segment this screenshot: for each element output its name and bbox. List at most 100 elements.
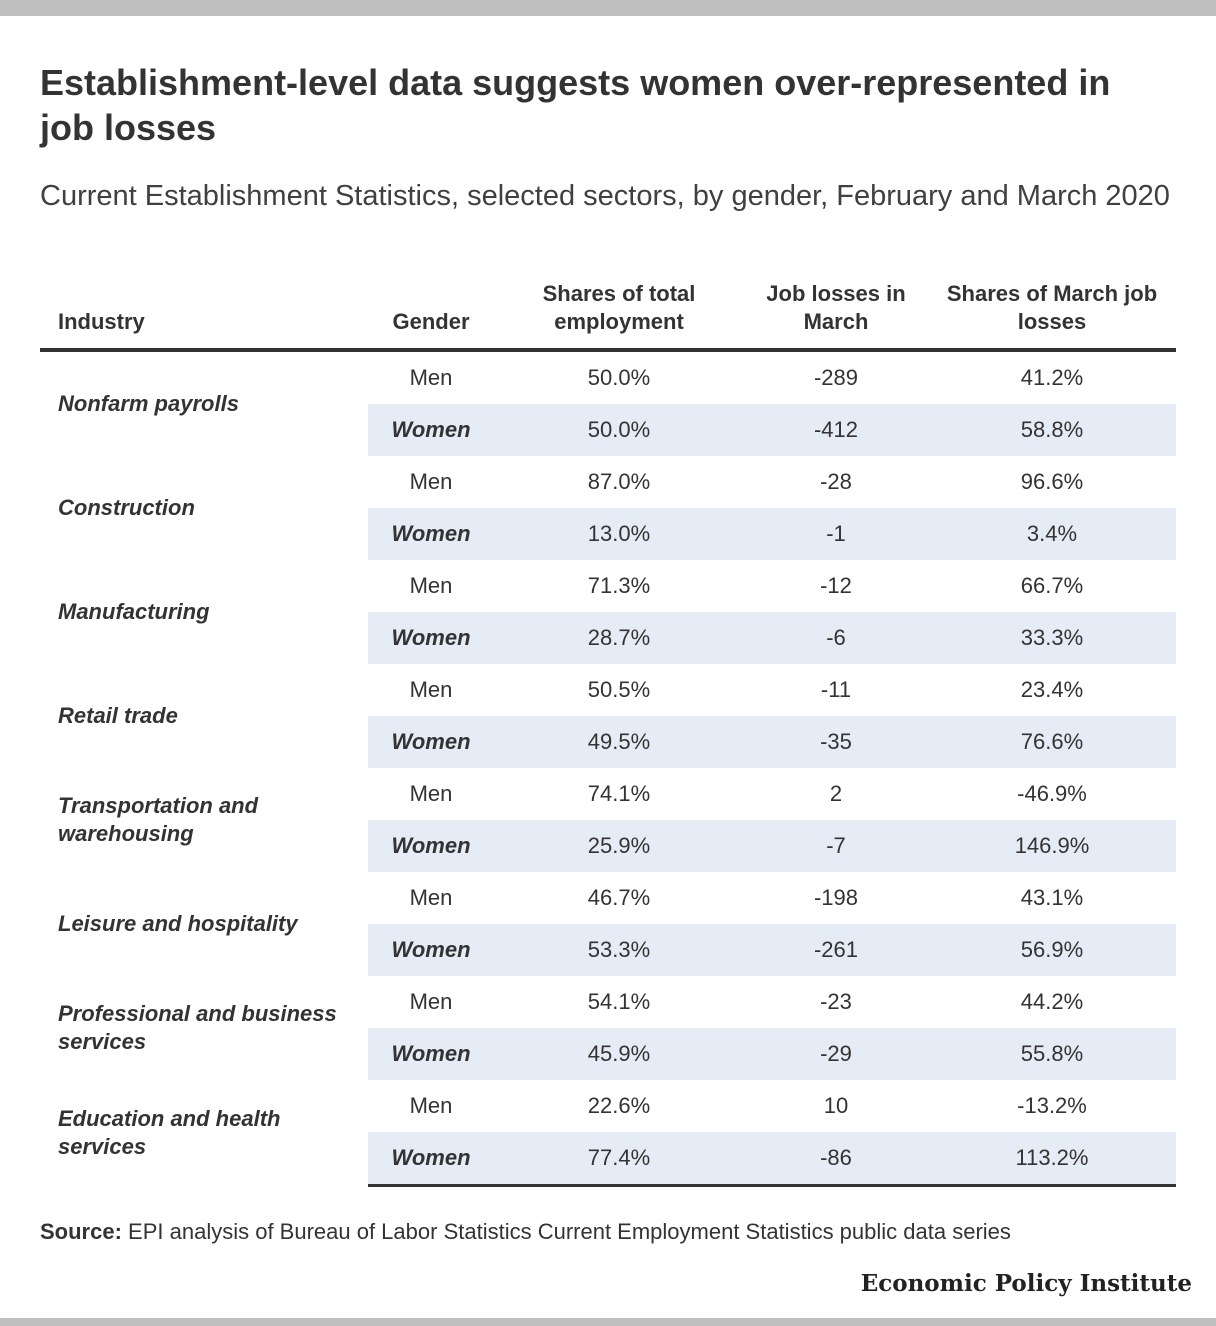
table-row: Manufacturing Men 71.3% -12 66.7%	[40, 560, 1176, 624]
share-employment-cell: 54.1%	[587, 989, 651, 1014]
table-row: Women 13.0% -1 3.4%	[40, 508, 1176, 560]
gender-cell: Men	[409, 885, 453, 910]
job-losses-cell: -23	[820, 989, 852, 1014]
table-row: Professional and business services Men 54.…	[40, 976, 1176, 1054]
job-losses-cell: -12	[820, 573, 852, 598]
share-losses-cell: -13.2%	[1017, 1093, 1087, 1118]
job-losses-cell: -7	[744, 820, 928, 872]
share-employment-cell: 45.9%	[494, 1028, 744, 1080]
share-losses-cell: 56.9%	[928, 924, 1176, 976]
industry-label: Leisure and hospitality	[58, 911, 298, 936]
source-label: Source:	[40, 1219, 122, 1244]
share-losses-cell: 33.3%	[928, 612, 1176, 664]
table-row: Nonfarm payrolls Men 50.0% -289 41.2%	[40, 350, 1176, 416]
industry-label: Construction	[58, 495, 195, 520]
share-employment-cell: 50.0%	[494, 404, 744, 456]
table-body: Nonfarm payrolls Men 50.0% -289 41.2% Women 50…	[40, 350, 1176, 1187]
chart-title: Establishment-level data suggests women …	[40, 62, 1111, 148]
share-losses-cell: 66.7%	[1020, 573, 1084, 598]
header-row: Industry Gender Shares of total employme…	[40, 280, 1176, 352]
gender-cell: Men	[409, 365, 453, 390]
source-note: Source: EPI analysis of Bureau of Labor …	[40, 1219, 1011, 1245]
column-header-share-losses: Shares of March job losses	[928, 280, 1176, 352]
share-losses-cell: 146.9%	[928, 820, 1176, 872]
job-losses-cell: -86	[744, 1132, 928, 1187]
share-employment-cell: 28.7%	[494, 612, 744, 664]
epi-logo: Economic Policy Institute	[860, 1270, 1192, 1297]
job-losses-cell: -289	[813, 365, 859, 390]
job-losses-cell: -35	[744, 716, 928, 768]
table-row: Construction Men 87.0% -28 96.6%	[40, 456, 1176, 520]
table-row: Women 28.7% -6 33.3%	[40, 612, 1176, 664]
job-losses-cell: -1	[744, 508, 928, 560]
share-losses-cell: 41.2%	[1020, 365, 1084, 390]
share-losses-cell: 58.8%	[928, 404, 1176, 456]
share-losses-cell: 76.6%	[928, 716, 1176, 768]
share-employment-cell: 49.5%	[494, 716, 744, 768]
table-row: Women 53.3% -261 56.9%	[40, 924, 1176, 976]
table-row: Women 50.0% -412 58.8%	[40, 404, 1176, 456]
share-losses-cell: 96.6%	[1020, 469, 1084, 494]
data-table: Industry Gender Shares of total employme…	[40, 280, 1176, 1187]
share-losses-cell: 3.4%	[928, 508, 1176, 560]
source-text: EPI analysis of Bureau of Labor Statisti…	[128, 1219, 1011, 1244]
share-employment-cell: 50.5%	[587, 677, 651, 702]
top-frame-bar	[0, 0, 1216, 16]
gender-cell: Men	[409, 573, 453, 598]
share-losses-cell: -46.9%	[1017, 781, 1087, 806]
job-losses-cell: -412	[744, 404, 928, 456]
table-row: Women 25.9% -7 146.9%	[40, 820, 1176, 872]
share-losses-cell: 55.8%	[928, 1028, 1176, 1080]
job-losses-cell: -6	[744, 612, 928, 664]
industry-label: Manufacturing	[58, 599, 210, 624]
gender-cell: Women	[368, 820, 494, 872]
job-losses-cell: 10	[823, 1093, 849, 1118]
gender-cell: Men	[409, 989, 453, 1014]
bottom-frame-bar	[0, 1318, 1216, 1326]
share-employment-cell: 13.0%	[494, 508, 744, 560]
gender-cell: Women	[368, 1132, 494, 1187]
share-employment-cell: 77.4%	[494, 1132, 744, 1187]
gender-cell: Men	[409, 1093, 453, 1118]
column-header-gender: Gender	[368, 280, 494, 352]
gender-cell: Women	[368, 508, 494, 560]
job-losses-cell: -261	[744, 924, 928, 976]
share-employment-cell: 71.3%	[587, 573, 651, 598]
share-employment-cell: 22.6%	[587, 1093, 651, 1118]
gender-cell: Women	[368, 716, 494, 768]
table-row: Leisure and hospitality Men 46.7% -198 43.1%	[40, 872, 1176, 936]
share-employment-cell: 50.0%	[587, 365, 651, 390]
gender-cell: Men	[409, 469, 453, 494]
table-row: Transportation and warehousing Men 74.1% 2 -…	[40, 768, 1176, 846]
table-row: Women 49.5% -35 76.6%	[40, 716, 1176, 768]
table-row: Women 45.9% -29 55.8%	[40, 1028, 1176, 1080]
gender-cell: Women	[368, 1028, 494, 1080]
share-employment-cell: 53.3%	[494, 924, 744, 976]
industry-label: Retail trade	[58, 703, 178, 728]
share-losses-cell: 43.1%	[1020, 885, 1084, 910]
gender-cell: Men	[409, 677, 453, 702]
industry-label: Nonfarm payrolls	[58, 391, 239, 416]
chart-subtitle: Current Establishment Statistics, select…	[40, 180, 1170, 212]
share-losses-cell: 113.2%	[928, 1132, 1176, 1187]
job-losses-cell: -11	[820, 677, 852, 702]
share-employment-cell: 87.0%	[587, 469, 651, 494]
job-losses-cell: -29	[744, 1028, 928, 1080]
table-row: Education and health services Men 22.6% 10 -…	[40, 1080, 1176, 1159]
job-losses-cell: 2	[829, 781, 843, 806]
gender-cell: Men	[409, 781, 453, 806]
column-header-share-employment: Shares of total employment	[494, 280, 744, 352]
job-losses-cell: -28	[820, 469, 852, 494]
job-losses-cell: -198	[813, 885, 859, 910]
table-row: Retail trade Men 50.5% -11 23.4%	[40, 664, 1176, 728]
share-employment-cell: 46.7%	[587, 885, 651, 910]
share-losses-cell: 44.2%	[1020, 989, 1084, 1014]
gender-cell: Women	[368, 612, 494, 664]
column-header-industry: Industry	[40, 280, 368, 352]
column-header-job-losses: Job losses in March	[744, 280, 928, 352]
share-losses-cell: 23.4%	[1020, 677, 1084, 702]
gender-cell: Women	[368, 924, 494, 976]
gender-cell: Women	[368, 404, 494, 456]
share-employment-cell: 25.9%	[494, 820, 744, 872]
table-row: Women 77.4% -86 113.2%	[40, 1132, 1176, 1187]
